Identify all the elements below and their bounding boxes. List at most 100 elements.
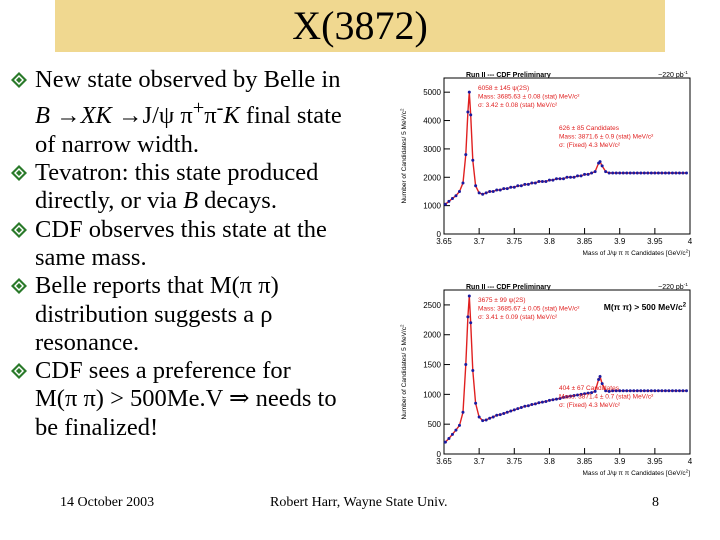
data-point bbox=[667, 171, 671, 175]
x-tick-label: 3.7 bbox=[474, 457, 486, 466]
data-point bbox=[509, 409, 513, 413]
data-point bbox=[614, 389, 618, 393]
data-point bbox=[681, 171, 685, 175]
signal-legend-line: 626 ± 85 Candidates bbox=[559, 125, 620, 132]
data-point bbox=[583, 392, 587, 396]
bullet-list: New state observed by Belle in B →XK →J/… bbox=[10, 66, 395, 442]
data-point bbox=[454, 194, 458, 198]
data-point bbox=[474, 401, 478, 405]
data-point bbox=[554, 397, 558, 401]
bullet-item: CDF observes this state at the same mass… bbox=[10, 216, 395, 273]
x-tick-label: 4 bbox=[688, 237, 693, 246]
data-point bbox=[572, 175, 576, 179]
y-tick-label: 0 bbox=[437, 450, 442, 459]
data-point bbox=[667, 389, 671, 393]
data-point bbox=[505, 187, 509, 191]
bullet-text-3: decays. bbox=[198, 187, 277, 215]
signal-legend-line: 404 ± 67 Candidates bbox=[559, 385, 620, 392]
data-point bbox=[495, 188, 499, 192]
data-point bbox=[621, 171, 625, 175]
data-point bbox=[540, 180, 544, 184]
data-point bbox=[477, 191, 481, 195]
data-point bbox=[579, 392, 583, 396]
data-point bbox=[611, 389, 615, 393]
fit-legend-line: 6058 ± 145 ψ(2S) bbox=[478, 85, 529, 92]
luminosity-label: ~220 pb-1 bbox=[658, 70, 688, 79]
plot-header: Run II --- CDF Preliminary bbox=[466, 72, 551, 79]
data-point bbox=[604, 170, 608, 174]
diamond-bullet-icon bbox=[11, 221, 27, 238]
bullet-text-3: needs to bbox=[249, 385, 337, 413]
data-point bbox=[628, 171, 632, 175]
diamond-bullet-icon bbox=[11, 278, 27, 295]
x-tick-label: 3.75 bbox=[506, 237, 522, 246]
data-point bbox=[547, 178, 551, 182]
bullet-text: CDF observes this state at the bbox=[35, 215, 327, 243]
data-point bbox=[454, 428, 458, 432]
bullet-text-pi: π bbox=[204, 102, 217, 130]
data-point bbox=[597, 377, 601, 381]
arrow-icon: → bbox=[56, 102, 81, 130]
fit-legend-line: Mass: 3685.67 ± 0.05 (stat) MeV/c² bbox=[478, 306, 580, 313]
plot-frame bbox=[443, 289, 691, 455]
y-tick-label: 0 bbox=[437, 230, 442, 239]
data-point bbox=[447, 436, 451, 440]
data-point bbox=[653, 171, 657, 175]
fit-legend-line: 3675 ± 99 ψ(2S) bbox=[478, 297, 526, 304]
data-point bbox=[519, 184, 523, 188]
y-tick-label: 1000 bbox=[423, 390, 441, 399]
data-point bbox=[618, 389, 622, 393]
bullet-text-width: of narrow width. bbox=[35, 130, 199, 158]
bullet-text: Belle reports that M(π π) bbox=[35, 272, 279, 300]
data-point bbox=[464, 363, 468, 367]
data-point bbox=[469, 113, 473, 117]
y-tick-label: 3000 bbox=[423, 145, 441, 154]
x-tick-label: 3.85 bbox=[577, 237, 593, 246]
data-point bbox=[561, 177, 565, 181]
signal-legend-line: σ: (Fixed) 4.3 MeV/c² bbox=[559, 402, 621, 409]
data-point bbox=[447, 199, 451, 203]
data-point bbox=[670, 171, 674, 175]
bullet-item: Belle reports that M(π π) distribution s… bbox=[10, 272, 395, 357]
data-point bbox=[649, 389, 653, 393]
data-point bbox=[512, 408, 516, 412]
diamond-bullet-icon bbox=[11, 165, 27, 182]
data-point bbox=[533, 181, 537, 185]
data-point bbox=[464, 153, 468, 157]
data-point bbox=[523, 182, 527, 186]
data-point bbox=[646, 171, 650, 175]
x-tick-label: 3.8 bbox=[544, 457, 556, 466]
data-point bbox=[586, 172, 590, 176]
bullet-item: CDF sees a preference for M(π π) > 500Me… bbox=[10, 357, 395, 442]
x-tick-label: 3.9 bbox=[614, 457, 626, 466]
sup-minus: - bbox=[216, 97, 224, 120]
y-axis-label: Number of Candidates/ 5 MeV/c2 bbox=[399, 108, 408, 204]
data-point bbox=[663, 171, 667, 175]
data-point bbox=[614, 171, 618, 175]
data-point bbox=[488, 189, 492, 193]
x-tick-label: 3.65 bbox=[436, 457, 452, 466]
x-tick-label: 3.65 bbox=[436, 237, 452, 246]
data-point bbox=[684, 389, 688, 393]
data-point bbox=[639, 389, 643, 393]
data-point bbox=[600, 164, 604, 168]
data-point bbox=[450, 432, 454, 436]
data-point bbox=[593, 389, 597, 393]
mass-plot-1: 3.65 3.7 3.75 3.8 3.85 3.9 3.95 4 0 1000 2000 3000 4… bbox=[399, 70, 693, 257]
data-point bbox=[551, 398, 555, 402]
data-point bbox=[646, 389, 650, 393]
data-point bbox=[635, 389, 639, 393]
data-point bbox=[519, 405, 523, 409]
footer-date: 14 October 2003 bbox=[60, 495, 155, 510]
data-point bbox=[471, 369, 475, 373]
data-point bbox=[618, 171, 622, 175]
data-point bbox=[498, 413, 502, 417]
bullet-text-final: final state bbox=[239, 102, 342, 130]
fit-legend-line: σ: 3.42 ± 0.08 (stat) MeV/c² bbox=[478, 102, 558, 109]
bullet-text-k: K bbox=[223, 102, 240, 130]
signal-legend-line: Mass: 3871.4 ± 0.7 (stat) MeV/c² bbox=[559, 394, 654, 401]
data-point bbox=[537, 180, 541, 184]
data-point bbox=[621, 389, 625, 393]
data-point bbox=[561, 395, 565, 399]
plot-header: Run II --- CDF Preliminary bbox=[466, 284, 551, 291]
